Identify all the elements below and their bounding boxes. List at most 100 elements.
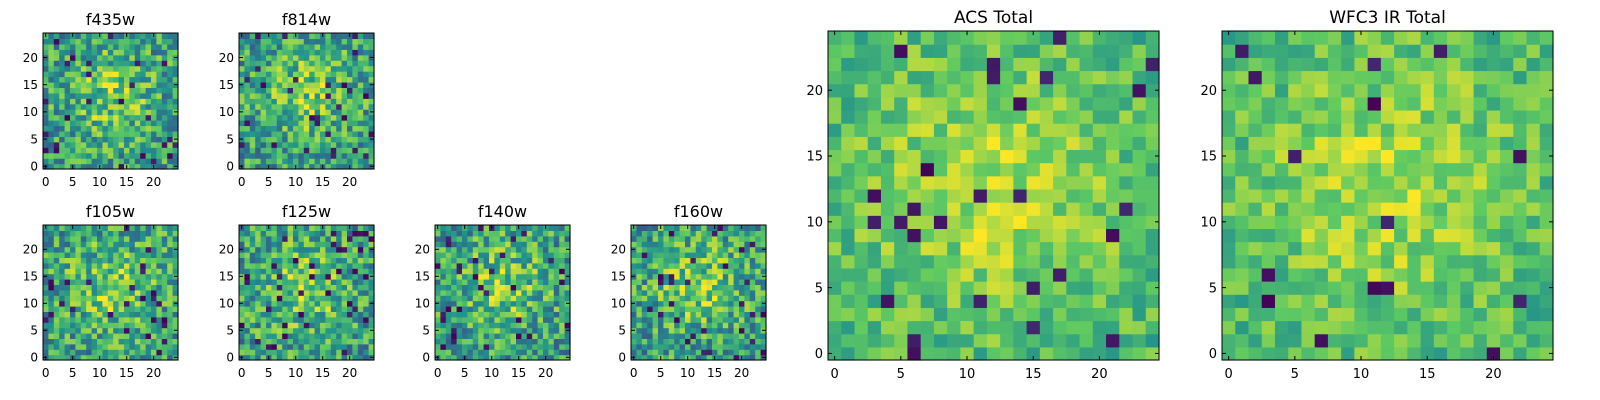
heatmap-cell: [690, 289, 697, 296]
heatmap-cell: [435, 279, 441, 285]
heatmap-cell: [695, 311, 702, 318]
heatmap-cell: [1235, 346, 1250, 361]
heatmap-cell: [728, 252, 735, 258]
heatmap-cell: [467, 279, 474, 285]
heatmap-cell: [1274, 215, 1289, 229]
heatmap-cell: [532, 295, 539, 302]
heatmap-cell: [722, 262, 729, 269]
heatmap-cell: [167, 158, 174, 165]
heatmap-cell: [1039, 241, 1054, 256]
heatmap-cell: [118, 349, 125, 356]
heatmap-cell: [510, 252, 517, 258]
heatmap-cell: [249, 152, 256, 159]
heatmap-cell: [107, 268, 114, 275]
heatmap-cell: [679, 354, 686, 361]
heatmap-cell: [80, 38, 87, 45]
heatmap-cell: [1026, 254, 1041, 269]
heatmap-cell: [70, 273, 76, 280]
heatmap-cell: [43, 120, 49, 127]
axes-frame: [238, 224, 375, 361]
heatmap-cell: [107, 225, 114, 231]
heatmap-cell: [276, 141, 283, 148]
heatmap-cell: [363, 98, 370, 105]
heatmap-cell: [293, 262, 299, 269]
heatmap-cell: [631, 343, 637, 350]
heatmap-cell: [652, 316, 659, 323]
heatmap-cell: [151, 38, 157, 45]
heatmap-cell: [255, 38, 262, 45]
heatmap-cell: [156, 225, 163, 231]
heatmap-cell: [440, 252, 447, 258]
heatmap-cell: [325, 235, 332, 242]
heatmap-cell: [347, 246, 353, 253]
heatmap-cell: [1433, 215, 1448, 229]
heatmap-cell: [553, 343, 560, 350]
heatmap-cell: [161, 257, 168, 264]
heatmap-cell: [1039, 175, 1054, 190]
heatmap-cell: [80, 49, 87, 56]
x-tick-label: 10: [288, 366, 303, 380]
heatmap-cell: [1301, 320, 1316, 335]
heatmap-cell: [347, 316, 353, 323]
heatmap-cell: [325, 262, 332, 269]
heatmap-cell: [357, 311, 364, 318]
heatmap-cell: [86, 130, 93, 137]
heatmap-cell: [706, 295, 713, 302]
heatmap-cell: [309, 92, 316, 99]
heatmap-cell: [1513, 215, 1528, 229]
heatmap-cell: [1039, 31, 1054, 45]
heatmap-cell: [472, 316, 479, 323]
heatmap-cell: [97, 136, 103, 143]
heatmap-cell: [1026, 44, 1041, 58]
heatmap-cell: [75, 54, 82, 61]
heatmap-cell: [91, 343, 98, 350]
heatmap-cell: [1473, 241, 1488, 256]
heatmap-cell: [341, 252, 348, 258]
heatmap-cell: [445, 279, 452, 285]
heatmap-cell: [1394, 254, 1408, 269]
heatmap-cell: [368, 333, 375, 339]
y-tick-label: 15: [219, 270, 234, 284]
heatmap-cell: [325, 246, 332, 253]
heatmap-cell: [151, 71, 157, 78]
heatmap-cell: [368, 87, 375, 94]
heatmap-cell: [445, 316, 452, 323]
heatmap-cell: [266, 147, 272, 154]
heatmap-cell: [276, 81, 283, 88]
heatmap-cell: [140, 241, 147, 248]
heatmap-cell: [548, 235, 555, 242]
heatmap-cell: [293, 141, 299, 148]
heatmap-cell: [1500, 241, 1514, 256]
heatmap-cell: [59, 322, 66, 329]
heatmap-cell: [53, 76, 60, 83]
heatmap-cell: [113, 257, 120, 264]
heatmap-cell: [559, 279, 566, 285]
heatmap-cell: [733, 257, 740, 264]
heatmap-cell: [537, 349, 544, 356]
heatmap-cell: [663, 230, 670, 237]
heatmap-cell: [679, 246, 686, 253]
heatmap-cell: [1013, 281, 1028, 295]
heatmap-cell: [303, 322, 310, 329]
heatmap-cell: [330, 311, 337, 318]
heatmap-cell: [70, 333, 76, 339]
heatmap-cell: [1314, 281, 1329, 295]
heatmap-cell: [1000, 307, 1014, 322]
heatmap-cell: [287, 158, 294, 165]
heatmap-cell: [510, 338, 517, 345]
heatmap-cell: [445, 241, 452, 248]
heatmap-cell: [59, 343, 66, 350]
heatmap-cell: [244, 235, 251, 242]
heatmap-cell: [553, 246, 560, 253]
heatmap-cell: [314, 43, 321, 50]
heatmap-cell: [86, 257, 93, 264]
heatmap-cell: [1053, 215, 1067, 229]
heatmap-cell: [1106, 31, 1120, 45]
heatmap-cell: [113, 54, 120, 61]
heatmap-cell: [53, 81, 60, 88]
heatmap-cell: [330, 114, 337, 121]
heatmap-cell: [97, 306, 103, 312]
heatmap-cell: [320, 311, 326, 318]
heatmap-cell: [1433, 162, 1448, 177]
heatmap-cell: [1000, 44, 1014, 58]
